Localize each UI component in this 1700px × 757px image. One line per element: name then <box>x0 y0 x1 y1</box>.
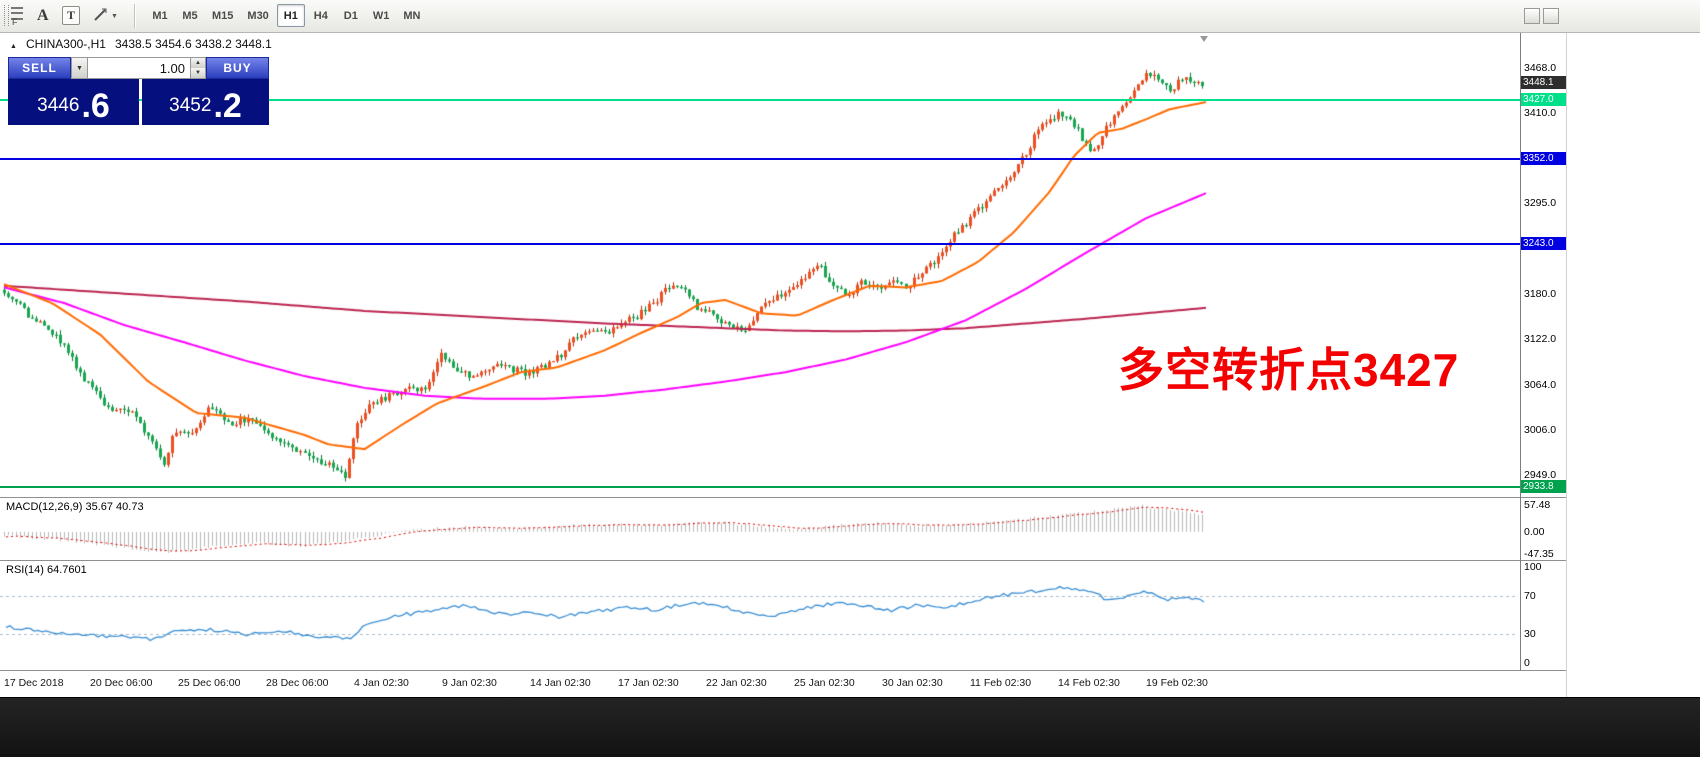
taskbar <box>0 697 1700 757</box>
buy-price-main: 3452 <box>169 95 212 116</box>
time-axis-label: 25 Jan 02:30 <box>794 677 855 689</box>
price-axis-label: 3468.0 <box>1524 61 1557 74</box>
rsi-scale-label: 100 <box>1524 560 1542 573</box>
timeframe-button-m15[interactable]: M15 <box>206 4 239 27</box>
chart-ohlc-label: 3438.5 3454.6 3438.2 3448.1 <box>114 37 272 51</box>
draw-tool-button[interactable]: ▼ <box>93 6 118 26</box>
sell-price-display[interactable]: 3446 .6 <box>8 79 139 125</box>
time-axis-label: 14 Feb 02:30 <box>1058 677 1120 689</box>
label-tool-button[interactable]: A <box>37 7 49 24</box>
volume-up-button[interactable]: ▲ <box>191 58 205 68</box>
hline-price-tag: 3243.0 <box>1521 237 1566 251</box>
buy-price-fraction: .2 <box>213 87 242 126</box>
pane-separator[interactable] <box>0 497 1566 498</box>
macd-scale-label: -47.35 <box>1524 548 1554 561</box>
hline-price-tag: 3352.0 <box>1521 151 1566 165</box>
hline-price-tag: 3427.0 <box>1521 92 1566 106</box>
time-axis-label: 28 Dec 06:00 <box>266 677 329 689</box>
bid-price-tag: 3448.1 <box>1521 76 1566 90</box>
timeframe-button-h1[interactable]: H1 <box>276 4 305 27</box>
volume-stepper: ▲ ▼ <box>191 57 206 79</box>
time-axis-label: 14 Jan 02:30 <box>530 677 591 689</box>
time-axis-label: 22 Jan 02:30 <box>706 677 767 689</box>
timeframe-button-w1[interactable]: W1 <box>367 4 396 27</box>
chart-symbol-label: CHINA300-,H1 <box>25 37 106 51</box>
hline-price-tag: 2933.8 <box>1521 479 1566 493</box>
timeframe-button-m5[interactable]: M5 <box>176 4 204 27</box>
volume-input[interactable]: 1.00 <box>87 57 191 79</box>
price-axis-label: 3122.0 <box>1524 333 1557 346</box>
chart-shift-marker[interactable] <box>1200 36 1208 42</box>
time-axis-label: 17 Dec 2018 <box>4 677 64 689</box>
time-axis-label: 19 Feb 02:30 <box>1146 677 1208 689</box>
price-axis-label: 3006.0 <box>1524 424 1557 437</box>
sell-button[interactable]: SELL <box>8 57 71 79</box>
time-axis-label: 20 Dec 06:00 <box>90 677 153 689</box>
timeframe-button-mn[interactable]: MN <box>397 4 426 27</box>
price-axis-label: 3295.0 <box>1524 197 1557 210</box>
macd-scale-label: 57.48 <box>1524 498 1551 511</box>
window-tool-icon[interactable] <box>1524 8 1540 24</box>
rsi-canvas[interactable] <box>0 561 1520 670</box>
chart-header: ▲ CHINA300-,H1 3438.5 3454.6 3438.2 3448… <box>10 37 272 51</box>
time-axis-label: 9 Jan 02:30 <box>442 677 497 689</box>
trendline-icon <box>93 7 108 25</box>
price-axis-label: 3064.0 <box>1524 378 1557 391</box>
toolbar-f-label: F <box>12 17 18 27</box>
window-tool-icon[interactable] <box>1543 8 1559 24</box>
chevron-down-icon: ▼ <box>111 12 118 20</box>
toolbar-grip[interactable] <box>4 5 9 26</box>
price-axis-label: 3180.0 <box>1524 287 1557 300</box>
rsi-scale-label: 70 <box>1524 589 1536 602</box>
timeframe-button-m30[interactable]: M30 <box>241 4 274 27</box>
time-axis-label: 17 Jan 02:30 <box>618 677 679 689</box>
macd-label: MACD(12,26,9) 35.67 40.73 <box>6 501 144 513</box>
rsi-scale-label: 30 <box>1524 628 1536 641</box>
timeframe-button-h4[interactable]: H4 <box>307 4 335 27</box>
time-axis-label: 25 Dec 06:00 <box>178 677 241 689</box>
time-axis: 17 Dec 2018 20 Dec 06:00 25 Dec 06:00 28 De… <box>0 671 1566 697</box>
timeframe-button-d1[interactable]: D1 <box>337 4 365 27</box>
macd-scale-label: 0.00 <box>1524 525 1545 538</box>
rsi-scale-label: 0 <box>1524 657 1530 670</box>
toolbar: F A T ▼ M1 M5 M15 M30 H1 H4 D1 W1 MN <box>0 0 1700 33</box>
pane-separator[interactable] <box>0 560 1566 561</box>
price-axis-label: 2949.0 <box>1524 469 1557 482</box>
time-axis-label: 4 Jan 02:30 <box>354 677 409 689</box>
time-axis-label: 30 Jan 02:30 <box>882 677 943 689</box>
toolbar-separator <box>134 4 136 28</box>
chart-window-edge <box>1566 33 1567 697</box>
sell-price-fraction: .6 <box>81 87 110 126</box>
price-axis-border <box>1520 33 1521 671</box>
pane-separator[interactable] <box>0 670 1566 671</box>
macd-canvas[interactable] <box>0 498 1520 560</box>
list-icon[interactable] <box>11 7 23 20</box>
sell-price-main: 3446 <box>37 95 80 116</box>
timeframe-button-m1[interactable]: M1 <box>146 4 174 27</box>
text-tool-button[interactable]: T <box>62 6 80 25</box>
timeframe-group: M1 M5 M15 M30 H1 H4 D1 W1 MN <box>146 4 428 27</box>
chart-annotation: 多空转折点3427 <box>1118 344 1460 396</box>
one-click-trade-panel: SELL ▼ 1.00 ▲ ▼ BUY 3446 .6 3452 .2 <box>8 57 269 125</box>
price-axis: 3468.0 3410.0 3295.0 3180.0 3122.0 3064.0 3006… <box>1521 0 1566 757</box>
time-axis-label: 11 Feb 02:30 <box>970 677 1032 689</box>
rsi-label: RSI(14) 64.7601 <box>6 564 87 576</box>
buy-price-display[interactable]: 3452 .2 <box>142 79 269 125</box>
buy-button[interactable]: BUY <box>206 57 269 79</box>
volume-dropdown-button[interactable]: ▼ <box>71 57 87 79</box>
symbol-marker-icon: ▲ <box>10 43 17 50</box>
price-axis-label: 3410.0 <box>1524 107 1557 120</box>
volume-down-button[interactable]: ▼ <box>191 68 205 78</box>
